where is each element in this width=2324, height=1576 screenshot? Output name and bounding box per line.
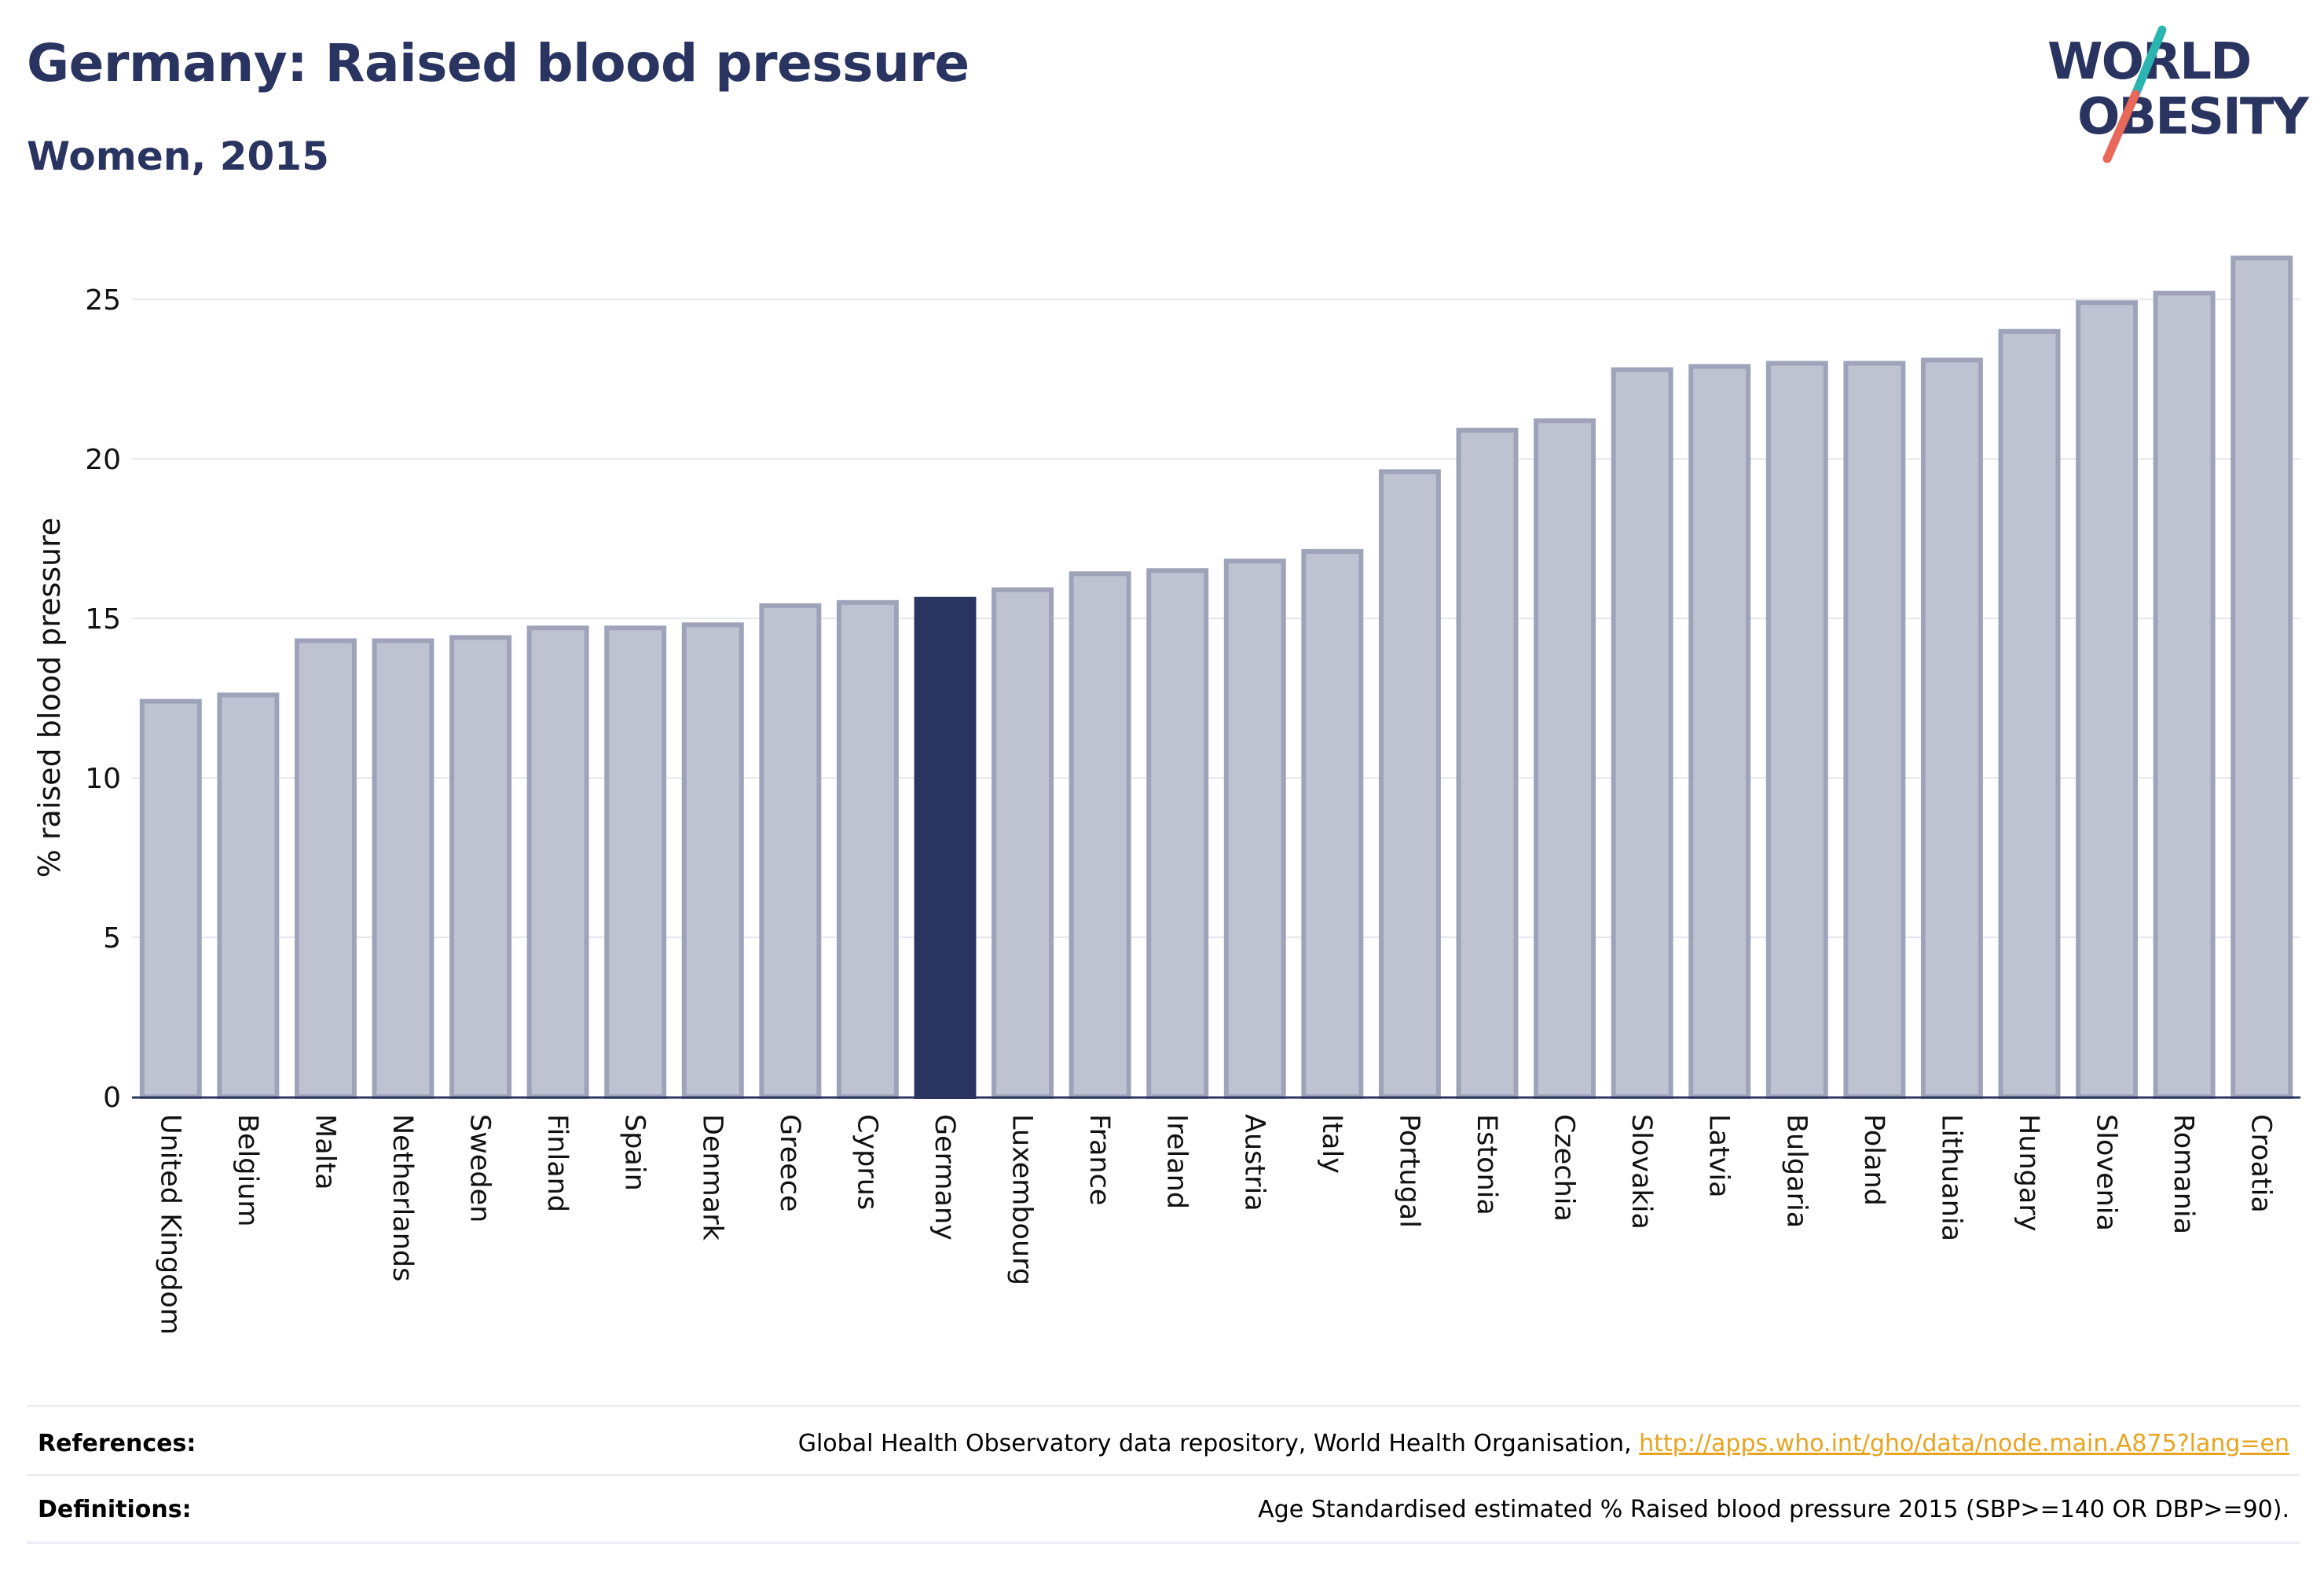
x-tick-label: Finland (541, 1114, 573, 1212)
x-tick-label: Poland (1858, 1114, 1890, 1206)
bar-estonia (1456, 427, 1519, 1099)
bar-portugal (1378, 469, 1441, 1099)
chart-subtitle: Women, 2015 (27, 134, 329, 179)
footer-divider-middle (27, 1474, 2300, 1476)
footer-divider-top (27, 1405, 2300, 1407)
x-tick-label: Hungary (2013, 1114, 2044, 1231)
x-axis-ticks: United Kingdom Belgium Malta Netherlands Swe… (154, 1114, 2276, 1335)
bar-hungary (1998, 328, 2061, 1099)
bar-slovenia (2076, 300, 2139, 1099)
bar-chart: 0 5 10 15 20 25 United Kingdom Belgium Malta Net… (32, 255, 2300, 1335)
logo-slash-teal (2131, 25, 2167, 99)
footer-divider-bottom (27, 1541, 2300, 1544)
chart-title: Germany: Raised blood pressure (27, 33, 970, 93)
bar-netherlands (372, 638, 434, 1099)
x-tick-label: Austria (1238, 1114, 1270, 1211)
x-tick-label: France (1083, 1114, 1115, 1205)
x-tick-label: Italy (1316, 1114, 1347, 1174)
bar-belgium (217, 692, 280, 1099)
references-value: Global Health Observatory data repositor… (798, 1430, 2289, 1457)
x-tick-label: Lithuania (1935, 1114, 1967, 1241)
bars (139, 255, 2293, 1100)
bar-greece (759, 603, 822, 1099)
bar-lithuania (1920, 357, 1983, 1099)
x-tick-label: Czechia (1549, 1114, 1580, 1222)
bar-croatia (2231, 255, 2293, 1100)
footer-definitions-row: Definitions: Age Standardised estimated … (27, 1480, 2300, 1541)
bar-luxembourg (992, 587, 1054, 1099)
bar-finland (526, 625, 589, 1099)
definitions-value: Age Standardised estimated % Raised bloo… (1258, 1496, 2289, 1523)
x-tick-label: Malta (309, 1114, 340, 1190)
y-tick-label: 25 (85, 284, 121, 317)
x-tick-label: Ireland (1161, 1114, 1193, 1209)
footer-references-row: References: Global Health Observatory da… (27, 1414, 2300, 1475)
x-tick-label: Luxembourg (1006, 1114, 1038, 1285)
y-tick-label: 10 (85, 763, 121, 795)
bar-poland (1843, 361, 1906, 1099)
bar-sweden (449, 635, 512, 1099)
logo-slash-coral (2102, 90, 2140, 163)
world-obesity-logo: WORLD OBESITY (2047, 25, 2310, 163)
y-tick-label: 20 (85, 444, 121, 476)
y-tick-label: 0 (103, 1082, 121, 1114)
references-text: Global Health Observatory data repositor… (797, 1430, 1640, 1457)
bar-spain (604, 625, 667, 1099)
x-tick-label: United Kingdom (154, 1114, 185, 1335)
bar-germany (914, 596, 977, 1099)
x-tick-label: Denmark (696, 1114, 728, 1241)
bar-romania (2153, 291, 2216, 1100)
bar-austria (1223, 559, 1286, 1099)
x-tick-label: Portugal (1393, 1114, 1424, 1228)
x-tick-label: Germany (929, 1114, 960, 1241)
x-tick-label: Croatia (2245, 1114, 2277, 1213)
x-tick-label: Cyprus (851, 1114, 882, 1210)
bar-slovakia (1611, 367, 1673, 1099)
bar-ireland (1146, 568, 1209, 1099)
bar-bulgaria (1765, 361, 1828, 1099)
bar-united-kingdom (139, 698, 202, 1099)
x-tick-label: Estonia (1471, 1114, 1502, 1215)
bar-france (1069, 571, 1131, 1099)
x-tick-label: Romania (2168, 1114, 2199, 1234)
x-tick-label: Bulgaria (1780, 1114, 1812, 1228)
y-axis-ticks: 0 5 10 15 20 25 (85, 284, 121, 1114)
bar-latvia (1688, 364, 1751, 1099)
bar-cyprus (836, 599, 899, 1099)
references-link[interactable]: http://apps.who.int/gho/data/node.main.A… (1639, 1430, 2289, 1457)
bar-italy (1301, 548, 1364, 1099)
references-label: References: (38, 1430, 196, 1457)
x-tick-label: Sweden (464, 1114, 496, 1222)
x-tick-label: Slovenia (2091, 1114, 2122, 1231)
y-axis-label: % raised blood pressure (32, 518, 67, 878)
x-tick-label: Spain (619, 1114, 651, 1191)
bar-malta (294, 638, 357, 1099)
definitions-label: Definitions: (38, 1496, 192, 1523)
x-tick-label: Greece (774, 1114, 805, 1212)
bar-czechia (1534, 418, 1596, 1099)
bar-denmark (681, 622, 744, 1099)
y-tick-label: 15 (85, 603, 121, 636)
x-tick-label: Latvia (1703, 1114, 1735, 1198)
y-tick-label: 5 (103, 922, 121, 955)
x-tick-label: Slovakia (1626, 1114, 1657, 1230)
x-tick-label: Netherlands (387, 1114, 418, 1281)
x-tick-label: Belgium (232, 1114, 263, 1227)
